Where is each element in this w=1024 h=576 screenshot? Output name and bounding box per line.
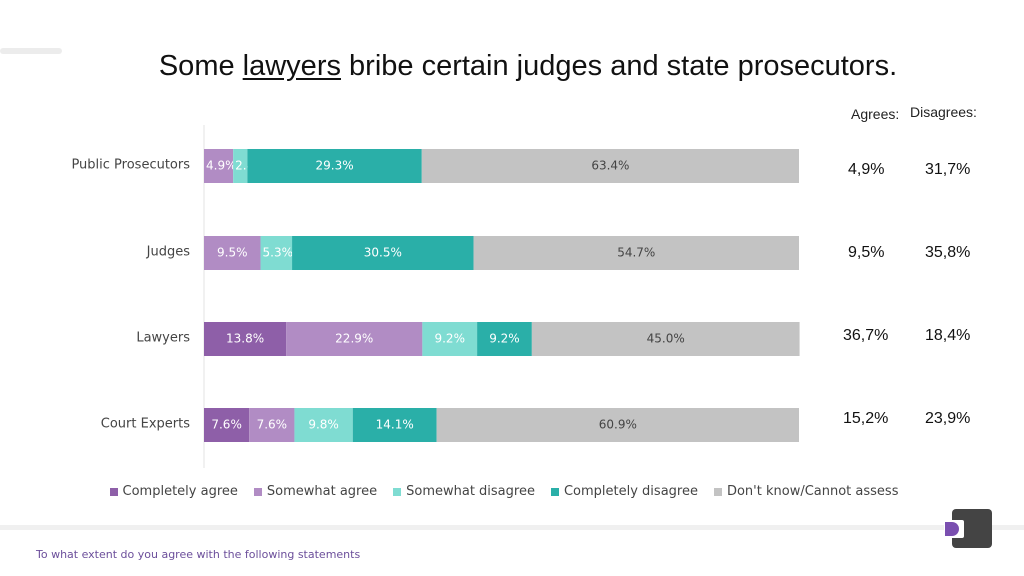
chart-legend: Completely agree Somewhat agree Somewhat d…: [0, 484, 1008, 499]
bar-segment: [260, 236, 293, 270]
agrees-header: Agrees:: [851, 106, 900, 122]
legend-label: Completely disagree: [563, 484, 698, 499]
data-label: 9.8%: [308, 418, 339, 432]
data-label: 13.8%: [226, 332, 264, 346]
page-title: Some lawyers bribe certain judges and st…: [158, 50, 898, 82]
bar-segment: [204, 236, 261, 270]
bar-segment: [421, 149, 799, 183]
data-label: 29.3%: [316, 159, 354, 173]
data-label: 5.3%: [263, 246, 294, 260]
title-underlined-word: lawyers: [242, 50, 341, 82]
data-label: 22.9%: [335, 332, 373, 346]
footer-note: To what extent do you agree with the fol…: [36, 548, 361, 561]
category-label: Lawyers: [136, 331, 190, 346]
legend-swatch: [550, 487, 559, 496]
bar-segment: [473, 236, 799, 270]
legend-item: Somewhat agree: [253, 484, 378, 499]
bar-segment: [286, 322, 423, 356]
legend-item: Somewhat disagree: [393, 484, 535, 499]
bar-segment: [204, 149, 234, 183]
bar-segment: [352, 408, 437, 442]
category-label: Judges: [146, 245, 191, 260]
summary-agrees: 36,7%: [843, 327, 889, 344]
data-label: 63.4%: [591, 159, 629, 173]
data-label: 7.6%: [211, 418, 242, 432]
top-accent-bar: [0, 48, 62, 54]
data-label: 9.2%: [434, 332, 465, 346]
bar-segment: [436, 408, 799, 442]
bar-segment: [422, 322, 478, 356]
summary-disagrees: 23,9%: [925, 410, 971, 427]
data-label: 14.1%: [376, 418, 414, 432]
legend-item: Completely disagree: [550, 484, 698, 499]
summary-disagrees: 18,4%: [925, 327, 971, 344]
category-label: Public Prosecutors: [71, 158, 190, 173]
disagrees-header: Disagrees:: [910, 104, 977, 120]
bar-segment: [247, 149, 422, 183]
data-label: 60.9%: [599, 418, 637, 432]
legend-swatch: [253, 487, 262, 496]
legend-item: Completely agree: [109, 484, 238, 499]
legend-label: Somewhat agree: [266, 484, 378, 499]
brand-logo-icon: [944, 509, 992, 548]
data-label: 45.0%: [647, 332, 685, 346]
summary-agrees: 4,9%: [848, 161, 885, 178]
legend-label: Don't know/Cannot assess: [726, 484, 899, 499]
data-label: 4.9%: [206, 159, 237, 173]
legend-swatch: [713, 487, 722, 496]
legend-swatch: [393, 487, 402, 496]
data-label: 54.7%: [617, 246, 655, 260]
summary-disagrees: 35,8%: [925, 244, 971, 261]
bar-segment: [233, 149, 248, 183]
legend-item: Don't know/Cannot assess: [713, 484, 899, 499]
summary-agrees: 9,5%: [848, 244, 885, 261]
summary-agrees: 15,2%: [843, 410, 889, 427]
bar-segment: [477, 322, 532, 356]
footer-divider: [0, 525, 1024, 530]
legend-label: Somewhat disagree: [406, 484, 535, 499]
bar-segment: [531, 322, 800, 356]
bar-segment: [292, 236, 474, 270]
data-label: 9.2%: [489, 332, 520, 346]
legend-swatch: [109, 487, 118, 496]
data-label: 7.6%: [257, 418, 288, 432]
bar-segment: [294, 408, 353, 442]
category-label: Court Experts: [101, 417, 190, 432]
summary-disagrees: 31,7%: [925, 161, 971, 178]
data-label: 30.5%: [364, 246, 402, 260]
legend-label: Completely agree: [122, 484, 238, 499]
data-label: 9.5%: [217, 246, 248, 260]
bar-segment: [204, 408, 250, 442]
bar-segment: [249, 408, 295, 442]
bar-segment: [204, 322, 287, 356]
